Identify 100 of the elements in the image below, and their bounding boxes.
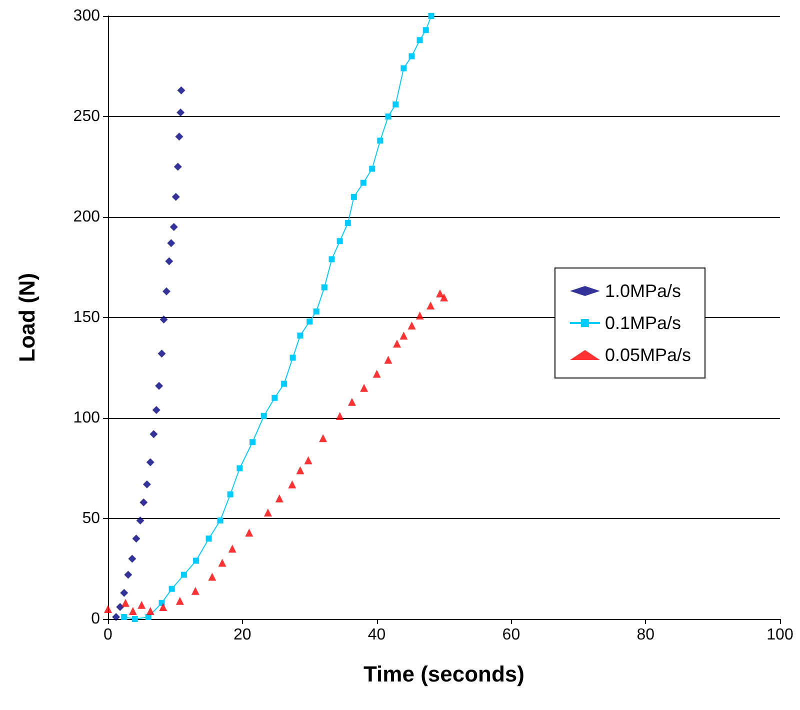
point bbox=[150, 430, 158, 438]
point bbox=[132, 534, 140, 543]
point bbox=[272, 394, 278, 401]
point bbox=[288, 480, 296, 488]
point bbox=[191, 586, 200, 595]
point bbox=[436, 289, 444, 298]
point bbox=[121, 598, 130, 607]
point bbox=[146, 458, 154, 466]
point bbox=[142, 480, 151, 488]
y-tick-label: 250 bbox=[73, 108, 100, 125]
point bbox=[428, 13, 434, 19]
point bbox=[319, 434, 328, 442]
y-tick-label: 150 bbox=[73, 309, 100, 326]
point bbox=[377, 138, 384, 144]
point bbox=[260, 412, 267, 419]
point bbox=[132, 616, 138, 622]
point bbox=[138, 600, 146, 609]
point bbox=[160, 316, 168, 324]
y-tick-label: 200 bbox=[73, 208, 100, 226]
point bbox=[313, 308, 320, 314]
point bbox=[218, 558, 226, 567]
y-tick-label: 0 bbox=[91, 610, 100, 628]
point bbox=[167, 239, 176, 248]
y-tick-label: 300 bbox=[73, 8, 100, 24]
point bbox=[321, 284, 328, 290]
x-tick-label: 40 bbox=[368, 626, 386, 644]
point bbox=[120, 588, 128, 597]
x-tick-label: 20 bbox=[234, 626, 252, 644]
point bbox=[176, 596, 184, 605]
point bbox=[281, 380, 288, 387]
point bbox=[290, 354, 296, 361]
point bbox=[416, 311, 424, 320]
point bbox=[168, 586, 175, 592]
point bbox=[170, 223, 178, 232]
point bbox=[124, 570, 132, 579]
legend-label: 0.05MPa/s bbox=[604, 345, 691, 365]
point bbox=[400, 332, 408, 340]
point bbox=[392, 340, 401, 348]
point bbox=[193, 558, 200, 564]
point bbox=[348, 398, 356, 406]
point bbox=[217, 518, 224, 524]
point bbox=[408, 322, 416, 330]
legend-label: 0.1MPa/s bbox=[604, 313, 681, 333]
point bbox=[174, 162, 182, 171]
point bbox=[336, 412, 344, 420]
point bbox=[392, 101, 399, 108]
point bbox=[159, 602, 168, 611]
point bbox=[136, 516, 144, 525]
point bbox=[152, 406, 160, 414]
x-tick-label: 0 bbox=[104, 626, 113, 644]
point bbox=[228, 544, 236, 553]
point bbox=[165, 257, 174, 266]
x-tick-label: 100 bbox=[766, 626, 794, 644]
y-tick-label: 50 bbox=[82, 510, 100, 527]
point bbox=[304, 456, 312, 464]
point bbox=[245, 528, 254, 537]
y-tick-label: 100 bbox=[73, 410, 100, 426]
point bbox=[372, 370, 381, 378]
point bbox=[175, 132, 184, 141]
point bbox=[296, 466, 304, 474]
point bbox=[140, 498, 148, 506]
point bbox=[177, 86, 186, 94]
point bbox=[360, 384, 368, 392]
point bbox=[422, 27, 429, 34]
point bbox=[172, 192, 180, 201]
point bbox=[350, 194, 357, 200]
point bbox=[344, 220, 351, 226]
x-axis-title: Time (seconds) bbox=[364, 662, 524, 686]
y-axis-title: Load (N) bbox=[14, 272, 40, 362]
point bbox=[249, 439, 256, 446]
point bbox=[121, 614, 128, 620]
point bbox=[180, 572, 187, 578]
point bbox=[236, 465, 243, 472]
point bbox=[297, 332, 304, 339]
point bbox=[112, 612, 120, 621]
point bbox=[128, 606, 137, 615]
point bbox=[408, 53, 415, 60]
point bbox=[360, 180, 366, 186]
x-tick-label: 80 bbox=[636, 626, 655, 644]
point bbox=[385, 114, 392, 120]
point bbox=[162, 287, 170, 296]
x-tick-label: 60 bbox=[502, 626, 520, 644]
point bbox=[440, 293, 448, 302]
point bbox=[328, 256, 335, 262]
point bbox=[264, 508, 272, 516]
point bbox=[208, 572, 216, 581]
point bbox=[369, 166, 376, 172]
point bbox=[146, 606, 154, 615]
point bbox=[155, 382, 164, 390]
point bbox=[176, 108, 185, 116]
legend-label: 1.0MPa/s bbox=[604, 281, 681, 301]
point bbox=[206, 536, 212, 542]
point bbox=[336, 238, 343, 244]
point bbox=[104, 604, 112, 613]
point bbox=[426, 301, 435, 310]
point bbox=[275, 494, 284, 502]
point bbox=[158, 350, 166, 358]
point bbox=[400, 65, 407, 72]
point bbox=[384, 356, 392, 364]
point bbox=[416, 37, 423, 44]
